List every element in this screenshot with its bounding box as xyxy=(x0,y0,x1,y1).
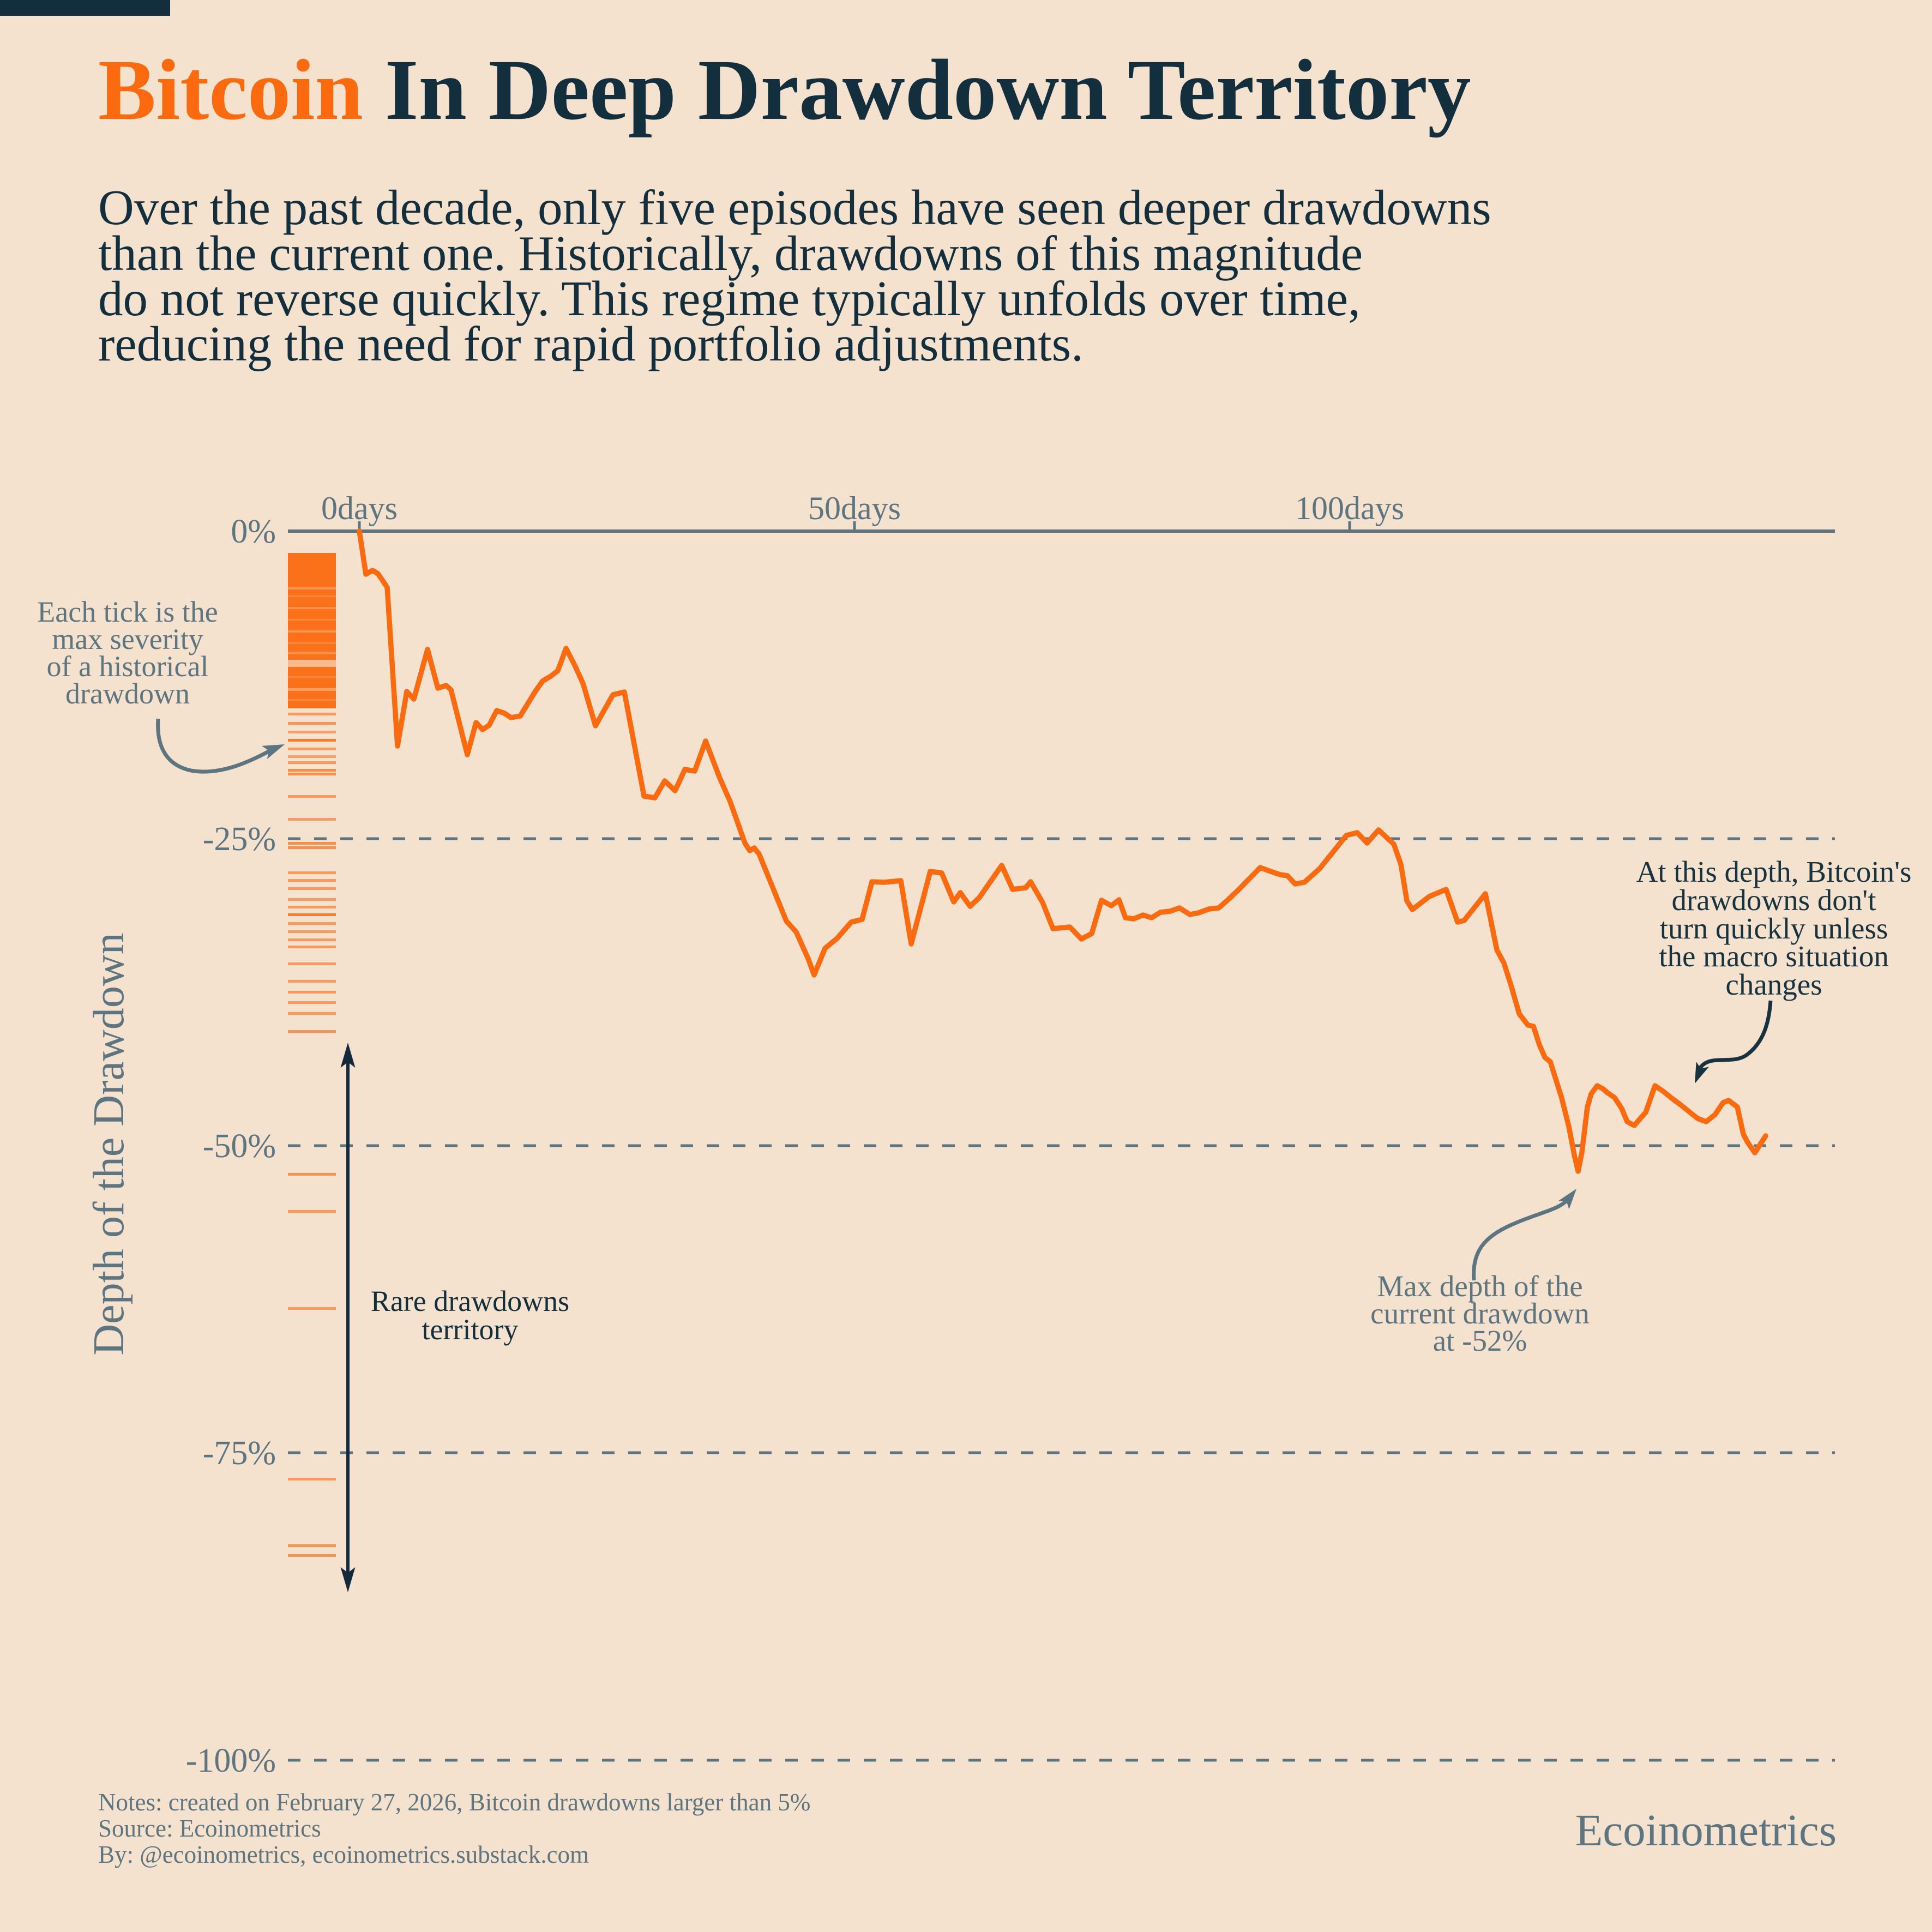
svg-text:than the current one. Historic: than the current one. Historically, draw… xyxy=(98,226,1363,281)
svg-text:-75%: -75% xyxy=(203,1435,276,1472)
svg-text:reducing the need for rapid po: reducing the need for rapid portfolio ad… xyxy=(98,316,1084,371)
svg-text:drawdown: drawdown xyxy=(65,677,190,710)
svg-text:At this depth, Bitcoin's: At this depth, Bitcoin's xyxy=(1636,855,1912,888)
svg-text:Max depth of the: Max depth of the xyxy=(1377,1269,1582,1303)
svg-text:territory: territory xyxy=(422,1313,519,1346)
svg-text:the macro situation: the macro situation xyxy=(1659,940,1889,973)
svg-text:max severity: max severity xyxy=(52,623,203,655)
svg-text:Bitcoin In Deep Drawdown Terri: Bitcoin In Deep Drawdown Territory xyxy=(98,42,1471,138)
svg-text:-100%: -100% xyxy=(186,1742,276,1779)
svg-text:Notes: created on February 27,: Notes: created on February 27, 2026, Bit… xyxy=(98,1789,810,1816)
svg-text:100days: 100days xyxy=(1295,490,1404,526)
svg-text:drawdowns don't: drawdowns don't xyxy=(1671,883,1876,917)
svg-text:turn quickly unless: turn quickly unless xyxy=(1660,912,1888,945)
svg-text:By: @ecoinometrics, ecoinometr: By: @ecoinometrics, ecoinometrics.substa… xyxy=(98,1841,589,1868)
svg-text:Rare drawdowns: Rare drawdowns xyxy=(371,1285,569,1317)
svg-text:Ecoinometrics: Ecoinometrics xyxy=(1575,1805,1837,1855)
svg-text:0%: 0% xyxy=(231,513,276,550)
svg-text:Source: Ecoinometrics: Source: Ecoinometrics xyxy=(98,1815,321,1842)
svg-text:-25%: -25% xyxy=(203,821,276,858)
svg-text:Each tick is the: Each tick is the xyxy=(37,595,218,628)
svg-text:Over the past decade, only fiv: Over the past decade, only five episodes… xyxy=(98,180,1491,235)
svg-text:do not reverse quickly. This r: do not reverse quickly. This regime typi… xyxy=(98,271,1361,326)
svg-text:at -52%: at -52% xyxy=(1433,1324,1527,1357)
svg-text:changes: changes xyxy=(1725,968,1822,1001)
svg-text:0days: 0days xyxy=(321,490,398,526)
svg-text:of a historical: of a historical xyxy=(47,650,209,683)
svg-text:current drawdown: current drawdown xyxy=(1370,1297,1590,1330)
svg-text:50days: 50days xyxy=(808,490,901,526)
svg-text:-50%: -50% xyxy=(203,1128,276,1165)
svg-text:Depth of the Drawdown: Depth of the Drawdown xyxy=(85,932,133,1355)
